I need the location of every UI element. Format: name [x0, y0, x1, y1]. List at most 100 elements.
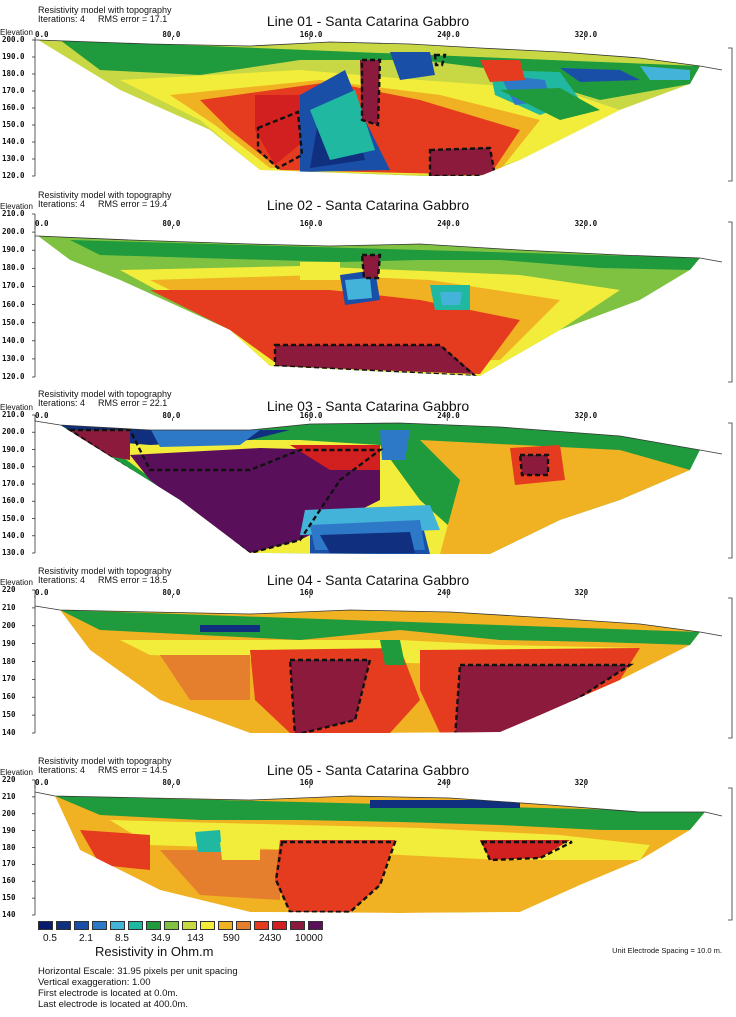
right-axis-bracket: [728, 787, 733, 921]
y-tick-label: 220: [2, 585, 16, 594]
legend-swatch: [308, 921, 323, 930]
iterations-label: Iterations: 4: [38, 575, 86, 585]
elevation-axis-label: Elevation: [0, 403, 33, 412]
y-tick-label: 160.0: [2, 496, 25, 506]
y-tick-label: 210.0: [2, 209, 25, 218]
anomaly-outline: [428, 146, 497, 176]
y-tick-label: 190: [2, 825, 16, 835]
x-tick-label: 80.0: [162, 588, 181, 597]
resistivity-region: [420, 440, 690, 554]
y-tick-label: 200: [2, 620, 16, 630]
y-tick-label: 150.0: [2, 317, 25, 327]
legend-swatch: [74, 921, 89, 930]
resistivity-region: [310, 90, 375, 160]
resistivity-region: [380, 640, 405, 665]
legend-swatch: [236, 921, 251, 930]
resistivity-region: [220, 842, 260, 860]
resistivity-region: [60, 40, 700, 100]
section-fill-group: [60, 423, 700, 554]
x-tick-label: 0.0: [35, 588, 49, 597]
resistivity-region: [150, 428, 260, 447]
resistivity-region: [160, 655, 250, 700]
resistivity-region: [430, 148, 495, 176]
legend-value-label: 0.5: [43, 933, 57, 944]
y-tick-label: 190.0: [2, 444, 25, 454]
section-title: Line 05 - Santa Catarina Gabbro: [266, 762, 470, 778]
y-tick-label: 140.0: [2, 335, 25, 345]
anomaly-outline: [360, 253, 382, 280]
legend-value-label: 590: [223, 933, 240, 944]
x-tick-label: 320: [574, 588, 589, 597]
resistivity-region: [345, 278, 372, 300]
y-tick-label: 180: [2, 656, 16, 666]
resistivity-region: [300, 262, 340, 280]
iterations-label: Iterations: 4: [38, 765, 86, 775]
right-axis-bracket: [728, 597, 733, 739]
y-tick-label: 140.0: [2, 530, 25, 540]
legend-swatch: [182, 921, 197, 930]
right-axis-bracket: [728, 47, 733, 182]
section-title: Line 03 - Santa Catarina Gabbro: [266, 398, 470, 414]
anomaly-outline: [360, 58, 382, 127]
resistivity-region: [455, 665, 630, 733]
legend-swatch: [218, 921, 233, 930]
resistivity-region: [560, 68, 640, 82]
elevation-axis-label: Elevation: [0, 202, 33, 211]
topography-line: [34, 605, 723, 637]
section-fill-group: [38, 40, 700, 176]
model-header-line: Resistivity model with topography: [38, 190, 172, 200]
y-tick-label: 140: [2, 910, 16, 919]
iterations-label: Iterations: 4: [38, 199, 86, 209]
model-header-line: Resistivity model with topography: [38, 566, 172, 576]
x-tick-label: 0.0: [35, 30, 49, 39]
resistivity-region: [275, 345, 475, 374]
anomaly-outline: [256, 110, 304, 170]
x-tick-label: 80.0: [162, 30, 181, 39]
y-tick-label: 180.0: [2, 263, 25, 273]
resistivity-region: [362, 255, 380, 278]
resistivity-region: [390, 52, 435, 80]
y-tick-label: 220: [2, 775, 16, 784]
x-tick-label: 160.0: [299, 411, 323, 420]
right-axis-bracket: [728, 422, 733, 559]
resistivity-region: [440, 292, 462, 305]
legend-swatch: [128, 921, 143, 930]
footer-line-2: Vertical exaggeration: 1.00: [38, 977, 151, 988]
section-fill-group: [55, 796, 705, 913]
resistivity-region: [520, 455, 548, 475]
elevation-axis-label: Elevation: [0, 768, 33, 777]
y-tick-label: 160: [2, 876, 16, 886]
legend-value-label: 34.9: [151, 933, 171, 944]
legend-swatch: [110, 921, 125, 930]
resistivity-region: [55, 796, 705, 830]
resistivity-region: [500, 88, 600, 120]
y-tick-label: 170: [2, 859, 16, 869]
y-tick-label: 120.0: [2, 171, 25, 180]
legend-value-label: 10000: [295, 933, 323, 944]
y-tick-label: 180.0: [2, 69, 25, 78]
resistivity-region: [320, 532, 415, 553]
y-tick-label: 160.0: [2, 103, 25, 112]
x-tick-label: 240.0: [437, 219, 460, 228]
iterations-label: Iterations: 4: [38, 398, 86, 408]
x-tick-label: 160: [299, 588, 314, 597]
model-header-line: Resistivity model with topography: [38, 5, 172, 15]
y-tick-label: 160: [2, 692, 16, 702]
anomaly-outline: [273, 343, 479, 376]
resistivity-region: [60, 610, 700, 645]
legend-swatch: [200, 921, 215, 930]
y-tick-label: 210.0: [2, 410, 25, 419]
x-tick-label: 240: [437, 588, 451, 597]
anomaly-outline: [433, 53, 447, 67]
y-tick-label: 170.0: [2, 86, 25, 95]
footer-line-4: Last electrode is located at 400.0m.: [38, 999, 188, 1010]
y-tick-label: 150.0: [2, 120, 25, 129]
x-tick-label: 0.0: [35, 778, 49, 787]
resistivity-region: [70, 240, 700, 270]
topography-line: [34, 791, 723, 817]
section-title: Line 04 - Santa Catarina Gabbro: [266, 572, 470, 588]
y-tick-label: 150: [2, 893, 16, 903]
legend-swatch: [146, 921, 161, 930]
legend-value-label: 8.5: [115, 933, 129, 944]
y-tick-label: 150: [2, 710, 16, 720]
